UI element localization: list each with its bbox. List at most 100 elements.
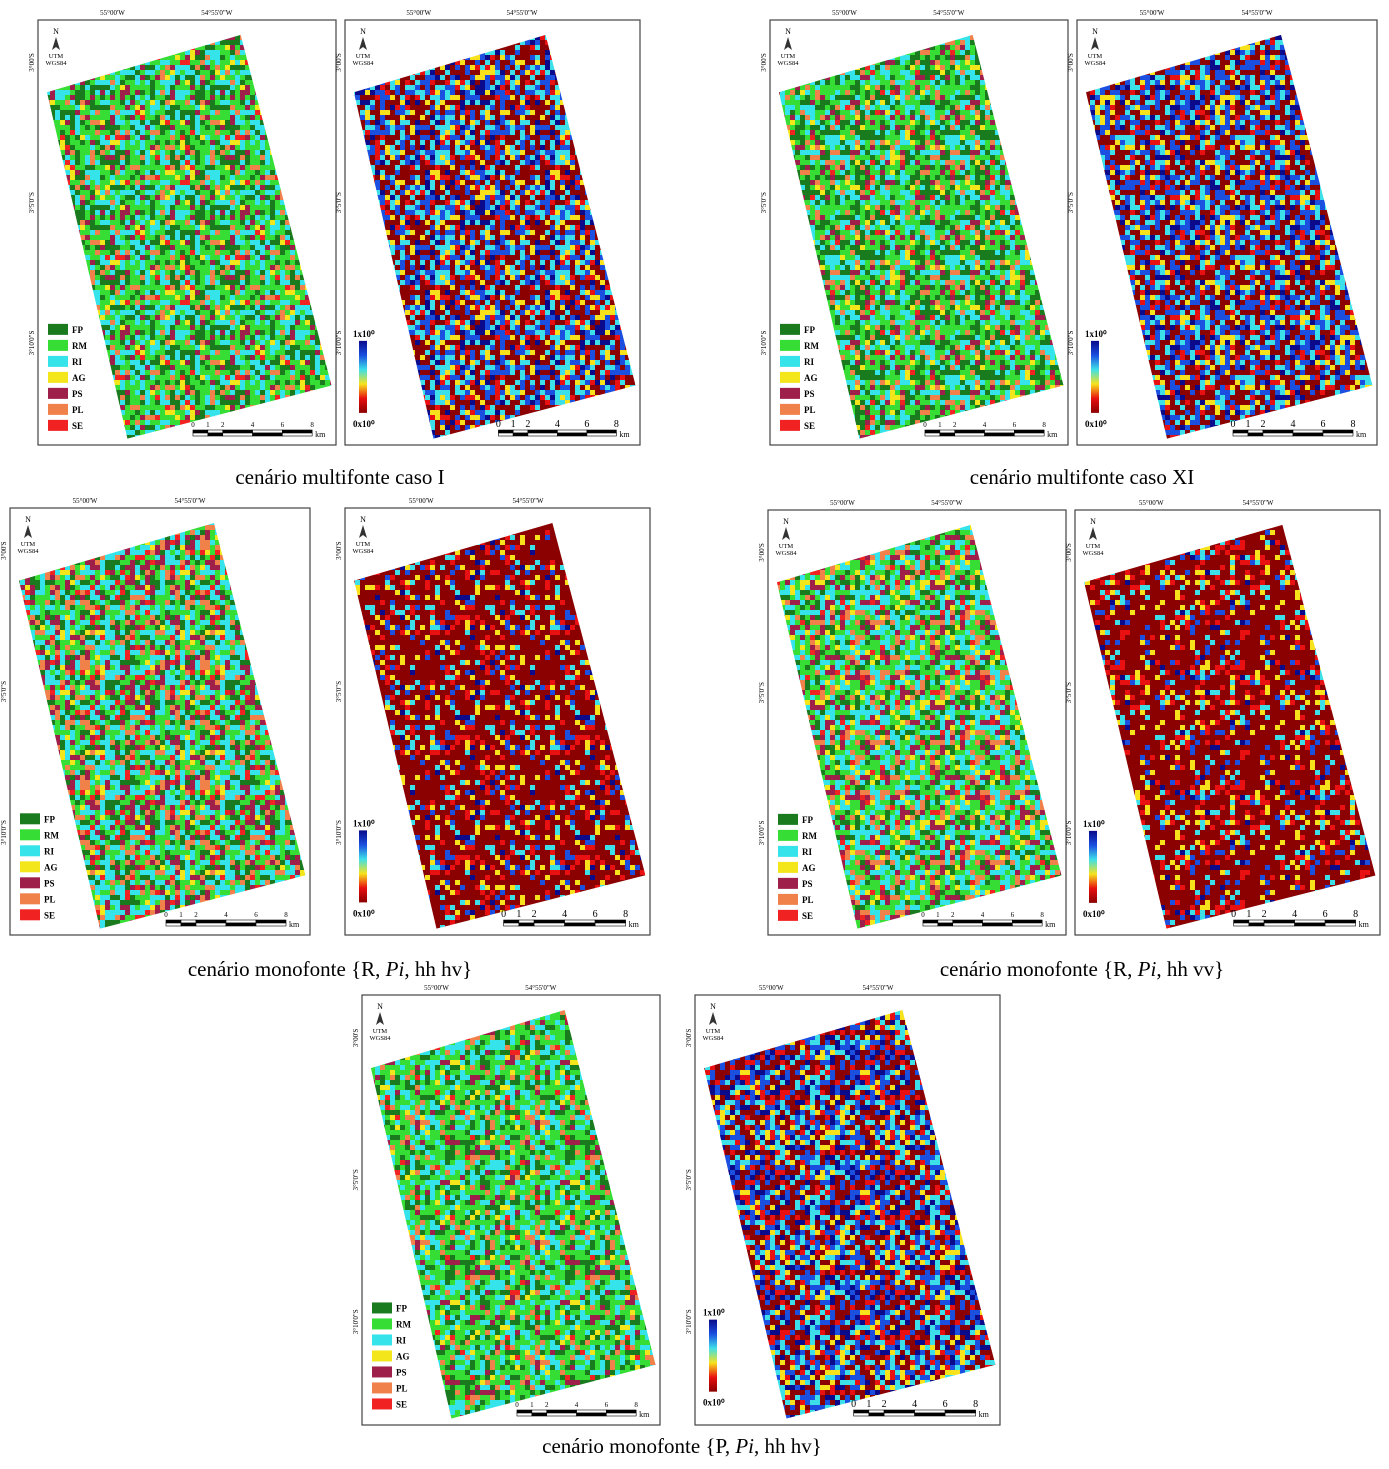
- projection-label: UTM: [706, 1028, 721, 1035]
- north-arrow: [52, 37, 60, 50]
- legend-label: RI: [72, 357, 82, 367]
- scale-segment: [527, 429, 558, 434]
- scale-tick-label: 6: [1013, 421, 1017, 429]
- scale-segment: [944, 1409, 976, 1414]
- left-coordinate: 3°00'S: [760, 53, 768, 72]
- scale-tick-label: 8: [634, 1401, 638, 1409]
- scale-segment: [516, 1409, 533, 1414]
- map-footprint: [704, 1010, 996, 1419]
- legend-label: PS: [44, 878, 55, 888]
- legend-label: RM: [804, 341, 819, 351]
- left-coordinate: 3°00'S: [352, 1029, 360, 1048]
- colorbar-max-label: 1x10⁰: [703, 1308, 725, 1318]
- caption-part: , hh hv}: [404, 957, 472, 981]
- left-coordinate: 3°5'0"S: [1065, 682, 1073, 703]
- top-coordinate: 55°00'W: [100, 9, 125, 17]
- top-coordinate: 54°55'0"W: [862, 984, 893, 992]
- left-coordinate: 3°5'0"S: [685, 1169, 693, 1190]
- north-label: N: [360, 27, 366, 36]
- scale-tick-label: 4: [983, 421, 987, 429]
- scale-tick-label: 8: [1040, 911, 1044, 919]
- legend-label: RI: [44, 846, 54, 856]
- scale-segment: [1263, 922, 1295, 927]
- scale-segment: [1014, 429, 1045, 434]
- scale-segment: [982, 919, 1013, 924]
- scale-segment: [498, 429, 514, 434]
- colorbar: [359, 830, 367, 903]
- scale-tick-label: 6: [584, 419, 589, 430]
- scale-segment: [1233, 922, 1250, 927]
- scale-tick-label: 4: [555, 419, 560, 430]
- left-coordinate: 3°10'0"S: [758, 820, 766, 845]
- scale-segment: [192, 432, 209, 437]
- scale-segment: [576, 1412, 607, 1417]
- north-arrow: [24, 525, 32, 538]
- figure-caption: cenário monofonte {P, Pi, hh hv}: [542, 1434, 822, 1458]
- caption-part: cenário multifonte caso XI: [970, 465, 1195, 489]
- scale-segment: [586, 432, 617, 437]
- scale-segment: [1247, 429, 1264, 434]
- projection-label: WGS84: [776, 550, 798, 557]
- caption-part: cenário monofonte {R,: [188, 957, 386, 981]
- top-coordinate: 54°55'0"W: [1242, 499, 1273, 507]
- uncertainty-map: 55°00'W 54°55'0"W 3°00'S 3°5'0"S 3°10'0"S N UT…: [335, 9, 641, 446]
- scale-segment: [531, 1412, 548, 1417]
- scale-tick-label: 1: [1246, 909, 1251, 920]
- scale-tick-label: 6: [281, 421, 285, 429]
- legend-label: RI: [396, 1335, 406, 1345]
- scale-unit: km: [629, 920, 640, 929]
- colorbar-max-label: 1x10⁰: [1083, 819, 1105, 829]
- legend-label: FP: [72, 325, 83, 335]
- scale-segment: [282, 429, 313, 434]
- scale-tick-label: 8: [1353, 909, 1358, 920]
- legend-swatch: [778, 813, 798, 825]
- top-coordinate: 54°55'0"W: [1241, 9, 1272, 17]
- projection-label: UTM: [1088, 53, 1103, 60]
- caption-part: , hh hv}: [754, 1434, 822, 1458]
- top-coordinate: 55°00'W: [73, 497, 98, 505]
- projection-label: UTM: [373, 1028, 388, 1035]
- legend-swatch: [778, 861, 798, 873]
- left-coordinate: 3°5'0"S: [352, 1169, 360, 1190]
- legend-swatch: [780, 403, 800, 415]
- legend-swatch: [372, 1366, 392, 1378]
- scale-tick-label: 1: [936, 911, 940, 919]
- legend-swatch: [372, 1382, 392, 1394]
- scale-segment: [252, 429, 283, 434]
- left-coordinate: 3°10'0"S: [760, 330, 768, 355]
- scale-segment: [984, 429, 1015, 434]
- scale-unit: km: [639, 1410, 650, 1419]
- north-label: N: [783, 517, 789, 526]
- scale-segment: [207, 432, 224, 437]
- caption-part: cenário monofonte {R,: [940, 957, 1138, 981]
- scale-tick-label: 6: [254, 911, 258, 919]
- scale-segment: [1014, 432, 1045, 437]
- legend-label: PL: [396, 1383, 408, 1393]
- legend-label: PS: [802, 879, 813, 889]
- colorbar: [709, 1319, 717, 1392]
- scale-segment: [853, 1412, 870, 1417]
- colorbar-min-label: 0x10⁰: [703, 1398, 725, 1408]
- legend-swatch: [778, 909, 798, 921]
- legend-swatch: [20, 893, 40, 905]
- legend-swatch: [20, 909, 40, 921]
- left-coordinate: 3°00'S: [1065, 543, 1073, 562]
- scale-segment: [207, 429, 224, 434]
- scale-segment: [165, 922, 182, 927]
- scale-unit: km: [1356, 430, 1367, 439]
- scale-tick-label: 0: [921, 911, 925, 919]
- projection-label: WGS84: [353, 548, 375, 555]
- scale-segment: [922, 922, 939, 927]
- scale-segment: [195, 922, 227, 927]
- map-footprint: [1084, 524, 1376, 929]
- legend-label: RM: [396, 1319, 411, 1329]
- left-coordinate: 3°10'0"S: [1067, 330, 1075, 355]
- left-coordinate: 3°10'0"S: [28, 330, 36, 355]
- map-footprint: [370, 1010, 656, 1419]
- scale-tick-label: 2: [545, 1401, 549, 1409]
- scale-segment: [982, 922, 1013, 927]
- scale-tick-label: 0: [923, 421, 927, 429]
- scale-segment: [516, 1412, 533, 1417]
- left-coordinate: 3°5'0"S: [335, 681, 343, 702]
- legend-label: AG: [802, 863, 816, 873]
